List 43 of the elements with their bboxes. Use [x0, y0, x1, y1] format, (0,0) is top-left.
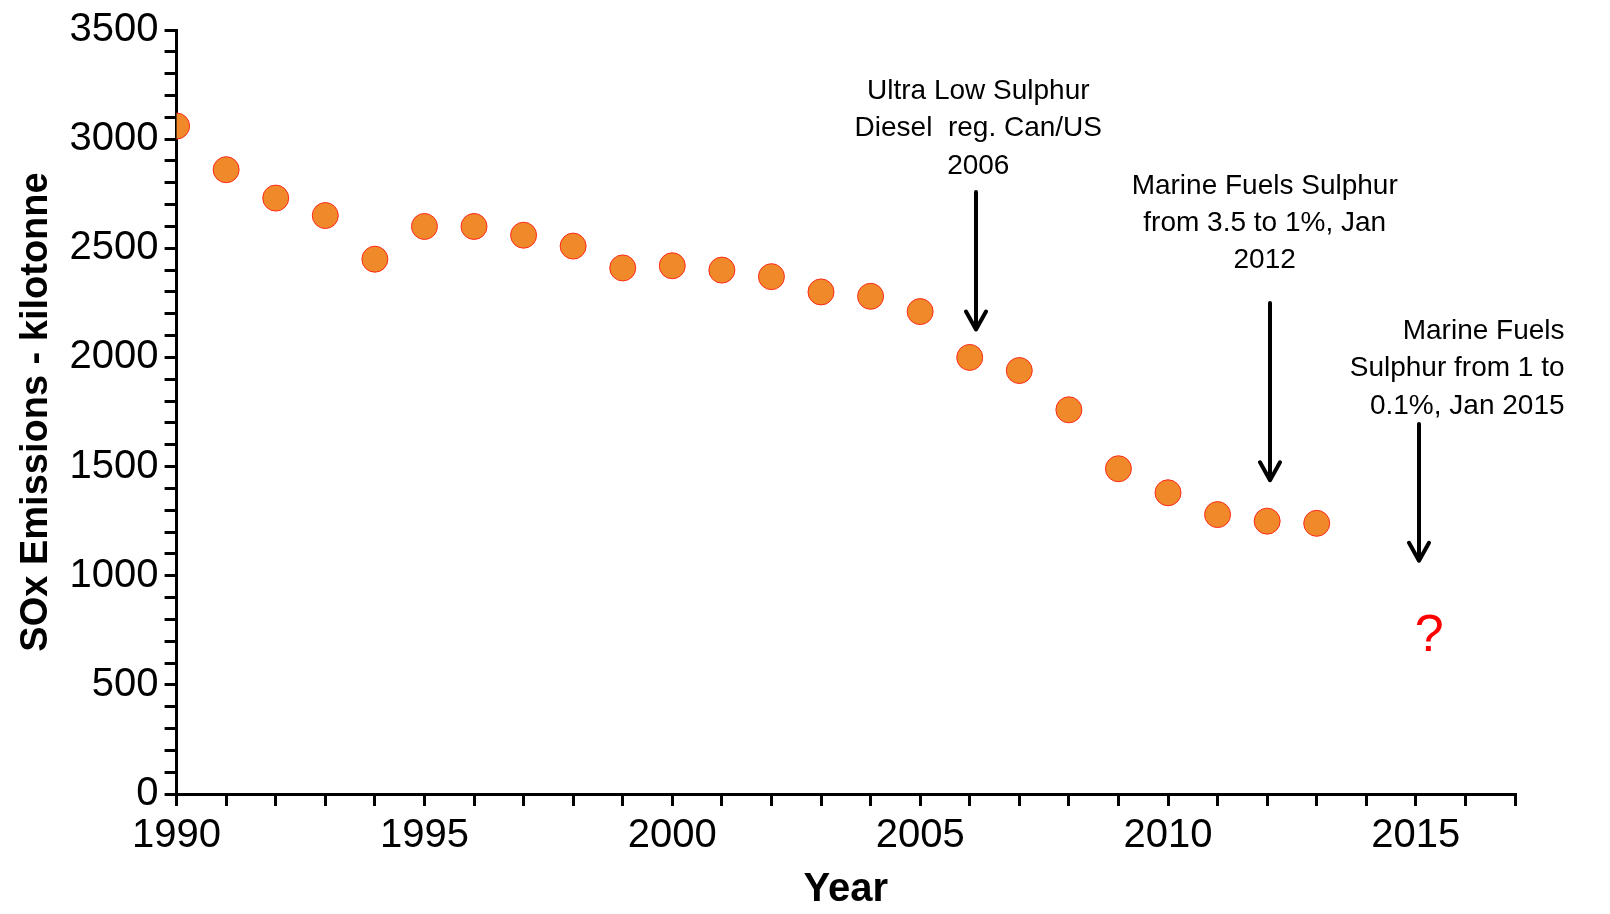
point	[460, 212, 488, 240]
x-tick-label: 2015	[1371, 811, 1461, 856]
x-tick-label: 2000	[627, 811, 717, 856]
point	[1055, 396, 1083, 424]
annotation: Marine Fuels Sulphur from 3.5 to 1%, Jan 2012	[1131, 168, 1398, 277]
y-tick-label: 3500	[69, 5, 159, 50]
annotation: Marine Fuels Sulphur from 1 to 0.1%, Jan 2015	[1349, 313, 1565, 422]
point	[311, 202, 339, 230]
point	[262, 184, 290, 212]
y-axis-title: SOx Emissions - kilotonne	[13, 172, 56, 652]
point	[510, 221, 538, 249]
x-tick-label: 2010	[1123, 811, 1213, 856]
point	[658, 252, 686, 280]
y-tick-label: 2500	[69, 223, 159, 268]
y-tick-label: 2000	[69, 332, 159, 377]
point	[1005, 357, 1033, 385]
point	[1303, 509, 1331, 537]
point	[410, 212, 438, 240]
y-tick-label: 1500	[69, 441, 159, 486]
x-axis-title: Year	[803, 865, 889, 910]
point	[1253, 507, 1281, 535]
point	[807, 278, 835, 306]
annotation: Ultra Low Sulphur Diesel reg. Can/US 2006	[854, 73, 1102, 182]
point	[361, 245, 389, 273]
point	[956, 343, 984, 371]
point	[559, 232, 587, 260]
x-tick-label: 1990	[132, 811, 222, 856]
y-tick-label: 1000	[69, 550, 159, 595]
y-tick-label: 0	[136, 769, 159, 814]
point	[1104, 455, 1132, 483]
point	[708, 256, 736, 284]
point	[857, 282, 885, 310]
point	[212, 156, 240, 184]
point	[1154, 479, 1182, 507]
y-tick-label: 500	[91, 659, 159, 704]
y-tick-label: 3000	[69, 114, 159, 159]
annotation: ?	[1414, 603, 1444, 665]
point	[906, 298, 934, 326]
point	[757, 263, 785, 291]
point	[1204, 501, 1232, 529]
x-tick-label: 2005	[875, 811, 965, 856]
point	[609, 254, 637, 282]
x-tick-label: 1995	[379, 811, 469, 856]
